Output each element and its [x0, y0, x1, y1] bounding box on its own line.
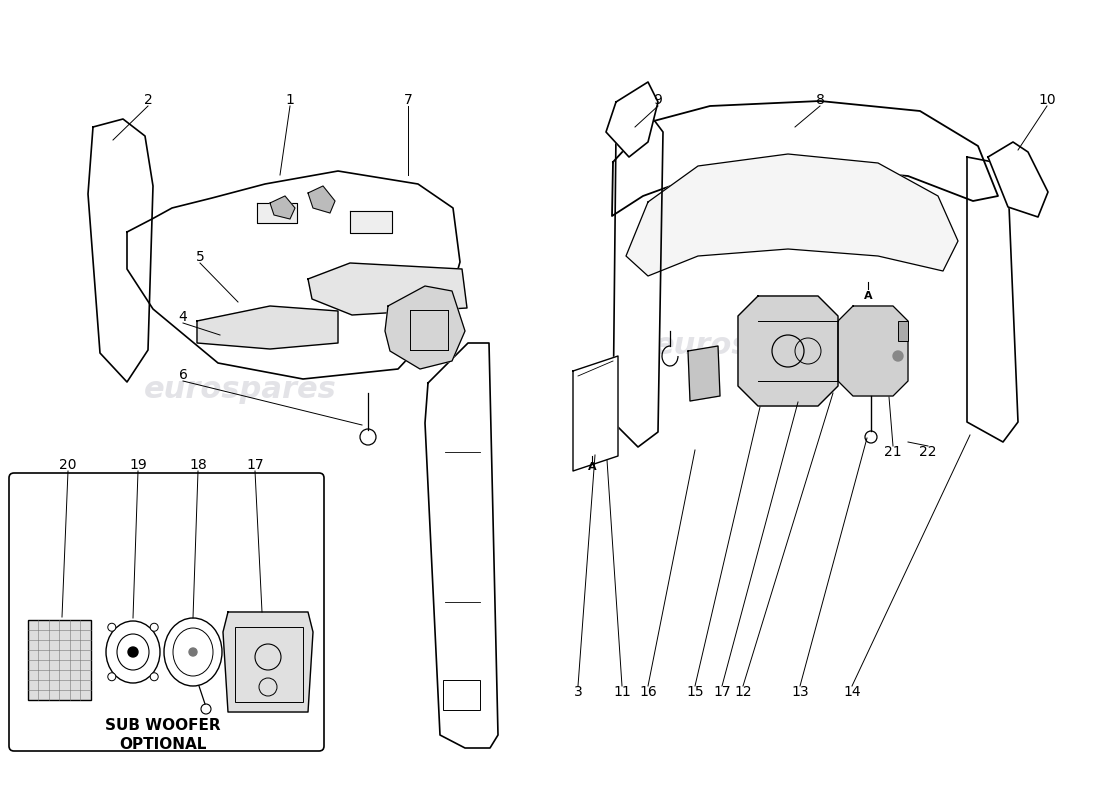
- Text: 22: 22: [920, 445, 937, 459]
- Text: 16: 16: [639, 685, 657, 699]
- Polygon shape: [612, 101, 998, 216]
- Polygon shape: [257, 203, 297, 223]
- Text: 9: 9: [653, 93, 662, 107]
- Circle shape: [151, 623, 158, 631]
- Text: 21: 21: [884, 445, 902, 459]
- Text: 11: 11: [613, 685, 631, 699]
- Text: 17: 17: [246, 458, 264, 472]
- Circle shape: [128, 647, 138, 657]
- Text: 19: 19: [129, 458, 147, 472]
- Text: 12: 12: [734, 685, 751, 699]
- Ellipse shape: [164, 618, 222, 686]
- Text: 15: 15: [686, 685, 704, 699]
- Polygon shape: [270, 196, 295, 219]
- Polygon shape: [988, 142, 1048, 217]
- Text: 14: 14: [844, 685, 861, 699]
- Polygon shape: [688, 346, 720, 401]
- Text: 20: 20: [59, 458, 77, 472]
- Circle shape: [108, 673, 115, 681]
- Text: 6: 6: [178, 368, 187, 382]
- Text: A: A: [864, 291, 872, 301]
- Polygon shape: [425, 343, 498, 748]
- Text: 17: 17: [713, 685, 730, 699]
- FancyBboxPatch shape: [9, 473, 324, 751]
- Text: 2: 2: [144, 93, 153, 107]
- Polygon shape: [606, 82, 658, 157]
- Polygon shape: [88, 119, 153, 382]
- Text: 5: 5: [196, 250, 205, 264]
- Circle shape: [893, 351, 903, 361]
- Text: 13: 13: [791, 685, 808, 699]
- Text: SUB WOOFER
OPTIONAL: SUB WOOFER OPTIONAL: [106, 718, 221, 752]
- Text: eurospares: eurospares: [144, 375, 337, 405]
- Polygon shape: [223, 612, 314, 712]
- Bar: [235, 627, 302, 702]
- Text: 8: 8: [815, 93, 824, 107]
- Polygon shape: [197, 306, 338, 349]
- Polygon shape: [738, 296, 838, 406]
- Text: eurospares: eurospares: [653, 330, 846, 359]
- Bar: [898, 321, 907, 341]
- Polygon shape: [308, 263, 468, 315]
- Polygon shape: [126, 171, 460, 379]
- Text: 7: 7: [404, 93, 412, 107]
- Polygon shape: [308, 186, 336, 213]
- Ellipse shape: [106, 621, 160, 683]
- Circle shape: [108, 623, 115, 631]
- Ellipse shape: [117, 634, 148, 670]
- Polygon shape: [967, 157, 1018, 442]
- Text: 18: 18: [189, 458, 207, 472]
- Circle shape: [151, 673, 158, 681]
- Circle shape: [189, 648, 197, 656]
- Polygon shape: [613, 112, 663, 447]
- Polygon shape: [838, 306, 908, 396]
- Text: 1: 1: [286, 93, 295, 107]
- Polygon shape: [350, 211, 392, 233]
- Text: 3: 3: [573, 685, 582, 699]
- Bar: [28, 620, 91, 700]
- Ellipse shape: [173, 628, 213, 676]
- Polygon shape: [626, 154, 958, 276]
- Text: 10: 10: [1038, 93, 1056, 107]
- Text: 4: 4: [178, 310, 187, 324]
- Polygon shape: [385, 286, 465, 369]
- Polygon shape: [573, 356, 618, 471]
- Text: A: A: [587, 462, 596, 472]
